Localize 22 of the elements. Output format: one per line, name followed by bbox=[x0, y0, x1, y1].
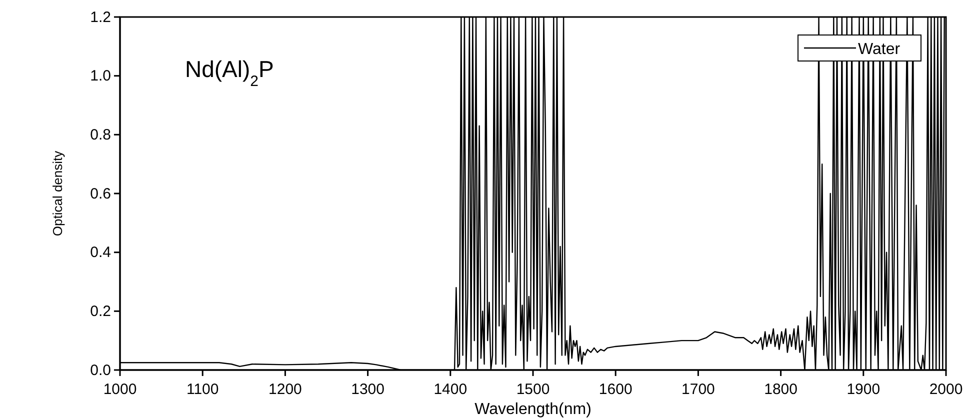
x-tick-label: 1100 bbox=[186, 381, 219, 398]
y-tick-label: 0.8 bbox=[90, 126, 111, 144]
x-tick-label: 1400 bbox=[434, 381, 468, 398]
y-tick-label: 1.2 bbox=[90, 8, 111, 26]
y-axis-title: Optical density bbox=[50, 150, 65, 236]
x-tick-label: 1600 bbox=[598, 381, 632, 398]
x-tick-label: 1500 bbox=[516, 381, 550, 398]
x-tick-label: 1900 bbox=[846, 381, 880, 398]
y-tick-label: 0.4 bbox=[90, 244, 111, 262]
legend-label: Water bbox=[858, 41, 901, 58]
x-tick-label: 1000 bbox=[103, 381, 137, 398]
x-tick-label: 1200 bbox=[268, 381, 302, 398]
x-axis-title: Wavelength(nm) bbox=[474, 401, 592, 418]
y-tick-label: 1.0 bbox=[90, 68, 111, 85]
annotation: Nd(Al)$_{2}$P bbox=[185, 56, 274, 90]
x-tick-label: 1700 bbox=[682, 381, 715, 398]
y-tick-label: 0.2 bbox=[90, 302, 111, 320]
x-tick-label: 1800 bbox=[764, 381, 798, 398]
x-tick-label: 2000 bbox=[929, 381, 963, 398]
y-tick-label: 0.0 bbox=[90, 362, 111, 379]
x-tick-label: 1300 bbox=[351, 381, 384, 398]
y-tick-label: 0.6 bbox=[90, 185, 111, 202]
